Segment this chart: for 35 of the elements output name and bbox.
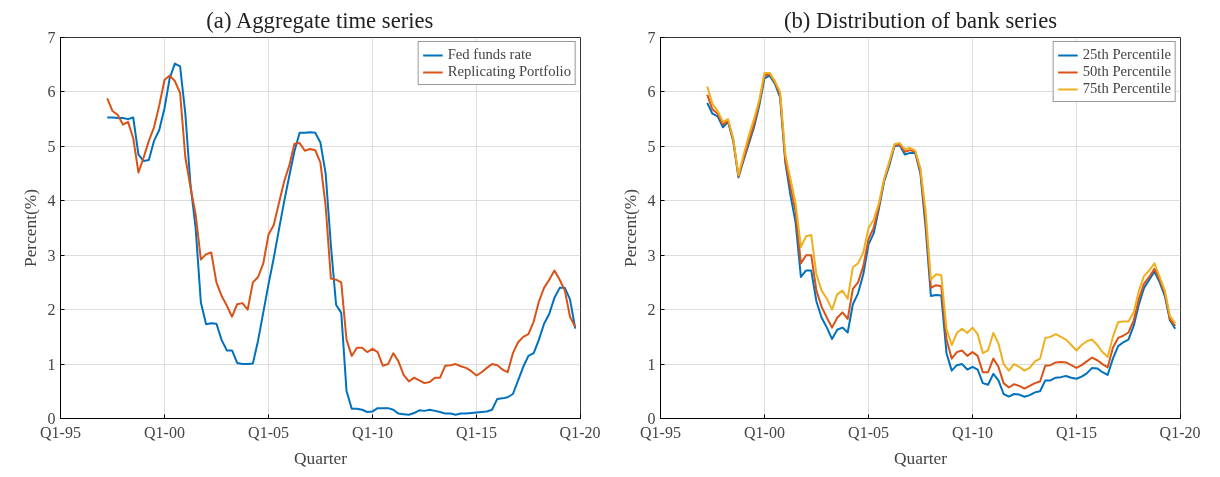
y-tick-label: 2 [647,301,656,319]
x-tick-label: Q1-05 [248,423,289,441]
y-tick-label: 3 [647,246,656,264]
y-tick-label: 5 [647,137,656,155]
y-tick-label: 7 [647,29,656,46]
x-tick-label: Q1-10 [352,423,393,441]
legend-label: 25th Percentile [1082,46,1171,63]
y-tick-label: 7 [47,29,56,46]
y-tick-label: 3 [47,246,56,264]
y-tick-label: 2 [47,301,56,319]
y-tick-label: 1 [47,355,56,373]
x-tick-label: Q1-15 [1056,423,1097,441]
chart-title: (b) Distribution of bank series [783,7,1058,33]
y-tick-label: 5 [47,137,56,155]
x-tick-label: Q1-00 [744,423,785,441]
chart-title: (a) Aggregate time series [206,7,434,33]
y-tick-label: 4 [47,192,56,210]
x-axis-title: Quarter [294,448,348,468]
legend-label: 75th Percentile [1082,80,1171,97]
x-axis-title: Quarter [894,448,948,468]
legend-label: 50th Percentile [1082,63,1171,80]
x-tick-label: Q1-00 [144,423,185,441]
legend-label: Fed funds rate [447,46,532,63]
y-tick-label: 4 [647,192,656,210]
x-tick-label: Q1-05 [848,423,889,441]
x-tick-label: Q1-10 [952,423,993,441]
y-tick-label: 6 [47,83,56,101]
x-tick-label: Q1-20 [559,423,601,441]
y-axis-title: Percent(%) [20,188,40,267]
x-tick-label: Q1-20 [1159,423,1201,441]
x-tick-label: Q1-15 [456,423,497,441]
y-tick-label: 6 [647,83,656,101]
y-axis-title: Percent(%) [620,188,640,267]
y-tick-label: 1 [647,355,656,373]
legend-label: Replicating Portfolio [447,63,571,80]
